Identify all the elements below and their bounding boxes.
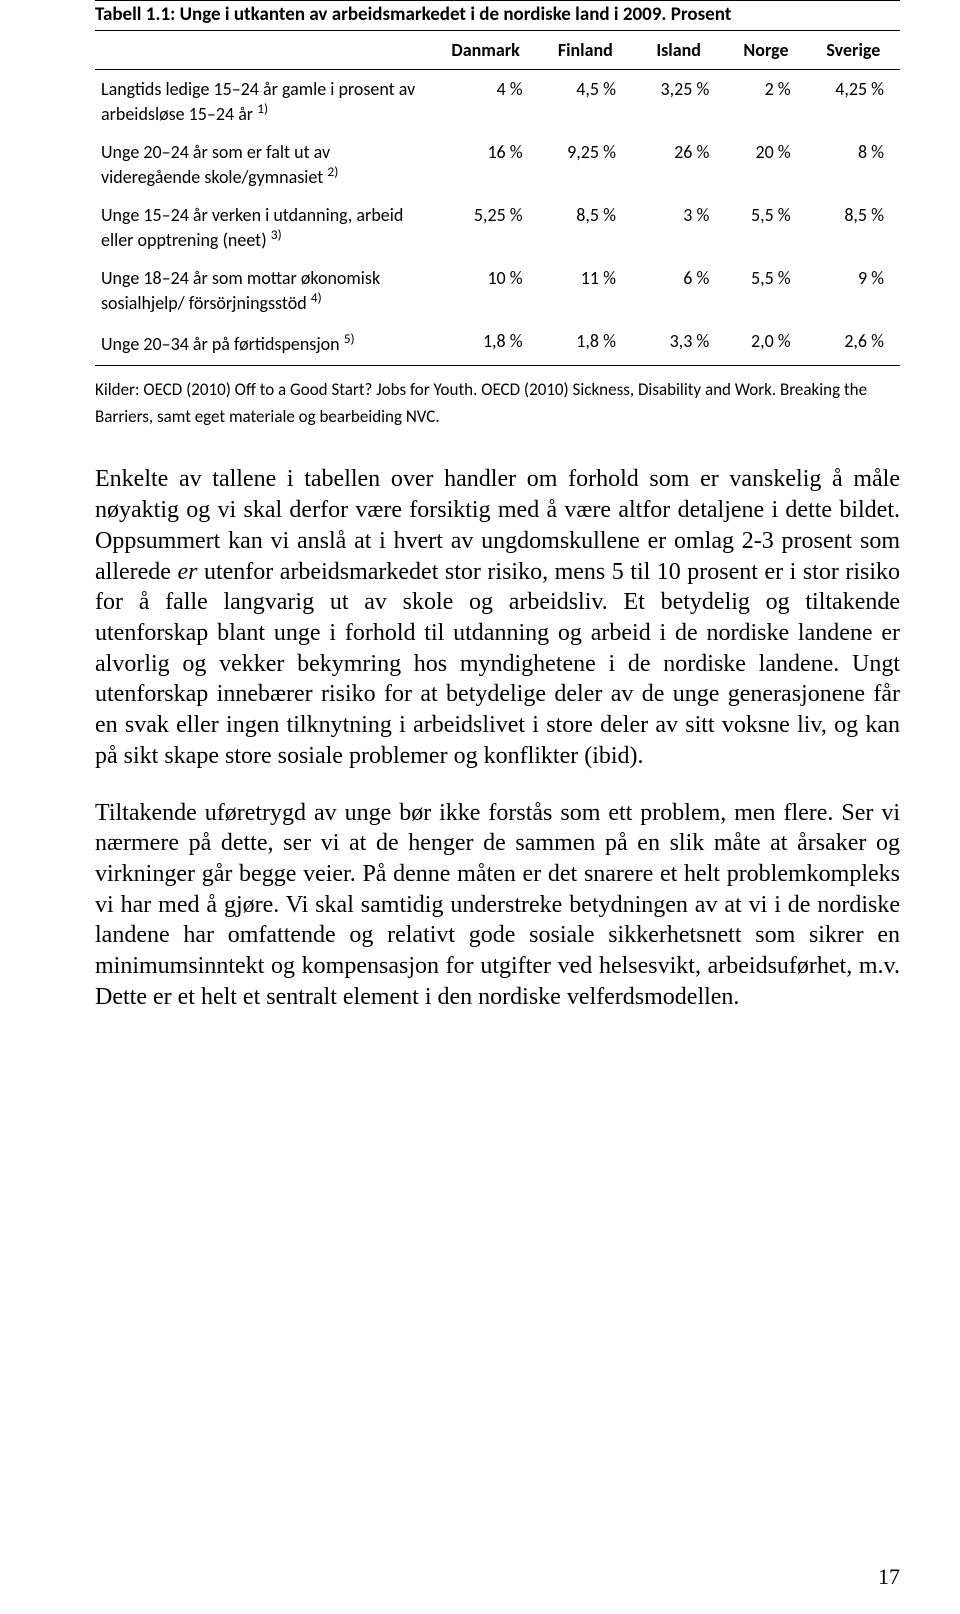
p1-b: utenfor arbeidsmarkedet stor risiko, men… — [95, 559, 900, 769]
cell: 1,8 % — [539, 322, 632, 366]
p1-em: er — [177, 559, 197, 585]
col-header: Danmark — [433, 31, 539, 70]
table-header-row: Danmark Finland Island Norge Sverige — [95, 31, 900, 70]
cell: 3 % — [632, 196, 725, 259]
cell: 11 % — [539, 259, 632, 322]
cell: 5,25 % — [433, 196, 539, 259]
row-sup: 1) — [257, 100, 268, 117]
col-header: Island — [632, 31, 725, 70]
table-sources: Kilder: OECD (2010) Off to a Good Start?… — [95, 376, 900, 430]
row-label-text: Unge 20–34 år på førtidspensjon — [101, 333, 340, 355]
data-table: Danmark Finland Island Norge Sverige Lan… — [95, 31, 900, 366]
table-row: Unge 18–24 år som mottar økonomisk sosia… — [95, 259, 900, 322]
cell: 8 % — [807, 133, 900, 196]
row-sup: 2) — [327, 163, 338, 180]
cell: 9 % — [807, 259, 900, 322]
table-row: Unge 15–24 år verken i utdanning, arbeid… — [95, 196, 900, 259]
row-sup: 3) — [271, 226, 282, 243]
cell: 4,5 % — [539, 70, 632, 134]
cell: 8,5 % — [539, 196, 632, 259]
cell: 1,8 % — [433, 322, 539, 366]
paragraph-2: Tiltakende uføretrygd av unge bør ikke f… — [95, 798, 900, 1013]
cell: 4,25 % — [807, 70, 900, 134]
row-label: Unge 15–24 år verken i utdanning, arbeid… — [95, 196, 433, 259]
cell: 5,5 % — [725, 259, 806, 322]
cell: 4 % — [433, 70, 539, 134]
page: Tabell 1.1: Unge i utkanten av arbeidsma… — [0, 0, 960, 1614]
cell: 3,25 % — [632, 70, 725, 134]
col-header: Finland — [539, 31, 632, 70]
cell: 20 % — [725, 133, 806, 196]
row-label: Unge 20–24 år som er falt ut av videregå… — [95, 133, 433, 196]
row-label: Unge 20–34 år på førtidspensjon 5) — [95, 322, 433, 366]
paragraph-1: Enkelte av tallene i tabellen over handl… — [95, 464, 900, 771]
row-label-text: Unge 15–24 år verken i utdanning, arbeid… — [101, 204, 403, 251]
cell: 9,25 % — [539, 133, 632, 196]
cell: 3,3 % — [632, 322, 725, 366]
row-label-text: Unge 18–24 år som mottar økonomisk sosia… — [101, 267, 380, 314]
row-sup: 5) — [344, 330, 355, 347]
table-row: Unge 20–34 år på førtidspensjon 5) 1,8 %… — [95, 322, 900, 366]
body-text: Enkelte av tallene i tabellen over handl… — [95, 464, 900, 1012]
cell: 16 % — [433, 133, 539, 196]
table-row: Unge 20–24 år som er falt ut av videregå… — [95, 133, 900, 196]
cell: 10 % — [433, 259, 539, 322]
header-blank — [95, 31, 433, 70]
cell: 5,5 % — [725, 196, 806, 259]
cell: 8,5 % — [807, 196, 900, 259]
table-title: Tabell 1.1: Unge i utkanten av arbeidsma… — [95, 0, 900, 31]
cell: 26 % — [632, 133, 725, 196]
table-row: Langtids ledige 15–24 år gamle i prosent… — [95, 70, 900, 134]
col-header: Norge — [725, 31, 806, 70]
cell: 2,6 % — [807, 322, 900, 366]
page-number: 17 — [878, 1564, 900, 1590]
col-header: Sverige — [807, 31, 900, 70]
cell: 6 % — [632, 259, 725, 322]
cell: 2,0 % — [725, 322, 806, 366]
row-label: Unge 18–24 år som mottar økonomisk sosia… — [95, 259, 433, 322]
row-label-text: Unge 20–24 år som er falt ut av videregå… — [101, 141, 330, 188]
cell: 2 % — [725, 70, 806, 134]
row-label: Langtids ledige 15–24 år gamle i prosent… — [95, 70, 433, 134]
row-sup: 4) — [311, 289, 322, 306]
